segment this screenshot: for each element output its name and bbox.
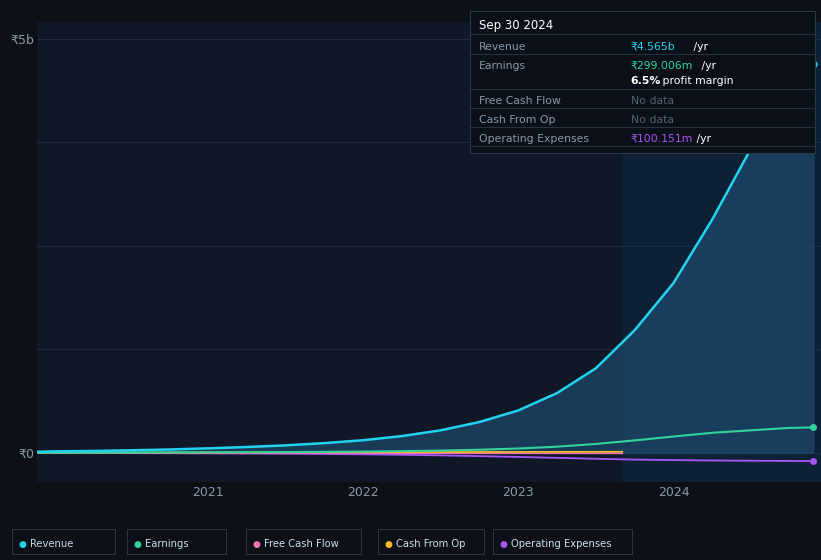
Bar (622, 22, 821, 482)
Text: Free Cash Flow: Free Cash Flow (479, 96, 561, 105)
Text: /yr: /yr (698, 61, 716, 71)
Text: ●: ● (499, 540, 507, 549)
Text: Earnings: Earnings (145, 539, 189, 549)
Text: ₹100.151m: ₹100.151m (631, 134, 693, 143)
Text: ●: ● (253, 540, 261, 549)
Text: ●: ● (134, 540, 142, 549)
Text: No data: No data (631, 96, 673, 105)
Text: No data: No data (631, 115, 673, 124)
Text: Operating Expenses: Operating Expenses (511, 539, 611, 549)
Text: /yr: /yr (690, 42, 708, 52)
Text: Revenue: Revenue (479, 42, 526, 52)
Text: ₹4.565b: ₹4.565b (631, 42, 676, 52)
Text: Revenue: Revenue (30, 539, 74, 549)
Text: 6.5%: 6.5% (631, 77, 661, 86)
Text: ●: ● (384, 540, 392, 549)
Text: Sep 30 2024: Sep 30 2024 (479, 19, 553, 32)
Text: ●: ● (19, 540, 27, 549)
Text: ₹299.006m: ₹299.006m (631, 61, 693, 71)
Text: /yr: /yr (693, 134, 711, 143)
Text: Cash From Op: Cash From Op (396, 539, 466, 549)
Text: Cash From Op: Cash From Op (479, 115, 555, 124)
Text: profit margin: profit margin (659, 77, 734, 86)
Text: Free Cash Flow: Free Cash Flow (264, 539, 339, 549)
Text: Earnings: Earnings (479, 61, 525, 71)
Text: Operating Expenses: Operating Expenses (479, 134, 589, 143)
